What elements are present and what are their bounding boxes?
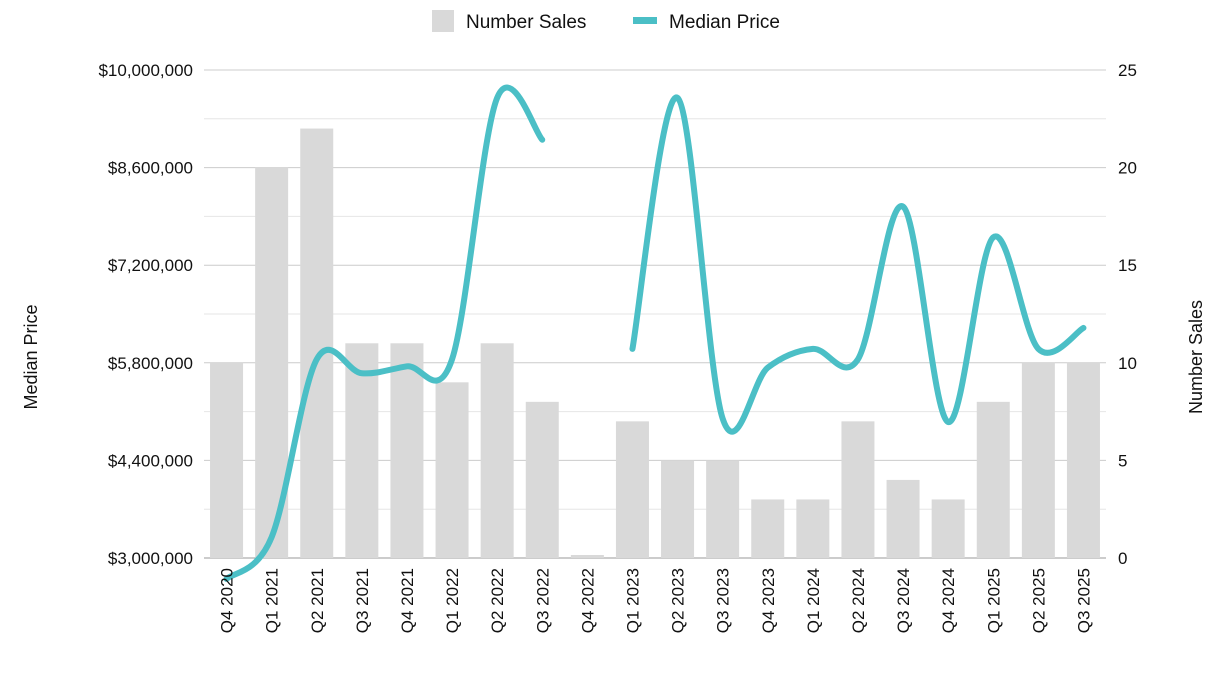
bar-q4-2023 [751,499,785,558]
x-tick-label: Q2 2022 [488,568,507,633]
bar-q3-2024 [886,479,920,558]
line-series-median-price [223,84,1087,582]
bar-q1-2025 [976,401,1010,558]
left-tick-label: $7,200,000 [108,256,193,275]
x-tick-label: Q2 2024 [849,568,868,633]
median-price-line-segment-2 [629,94,1087,435]
left-tick-label: $8,600,000 [108,159,193,178]
bar-q3-2023 [706,460,740,558]
x-tick-label: Q1 2023 [623,568,642,633]
bar-q4-2024 [931,499,965,558]
legend-swatch-number-sales [432,10,454,32]
bar-q1-2024 [796,499,830,558]
x-tick-label: Q1 2021 [263,568,282,633]
x-tick-label: Q1 2024 [804,568,823,633]
bar-q3-2021 [345,343,379,558]
bar-q1-2022 [435,382,469,558]
x-tick-label: Q2 2023 [669,568,688,633]
x-tick-label: Q2 2025 [1029,568,1048,633]
right-tick-label: 0 [1118,549,1127,568]
bar-q4-2021 [390,343,424,558]
right-tick-label: 5 [1118,451,1127,470]
legend-label-median-price: Median Price [669,12,780,33]
right-tick-label: 10 [1118,354,1137,373]
right-tick-label: 20 [1118,159,1137,178]
bar-series-number-sales [210,128,1100,558]
x-tick-label: Q4 2020 [218,568,237,633]
x-tick-label: Q3 2021 [353,568,372,633]
right-axis-title: Number Sales [1186,300,1206,414]
x-tick-label: Q1 2022 [443,568,462,633]
right-tick-label: 25 [1118,61,1137,80]
left-tick-label: $4,400,000 [108,451,193,470]
x-axis-tick-labels: Q4 2020 Q1 2021 Q2 2021 Q3 2021 Q4 2021 Q1 20… [218,568,1094,633]
bar-q2-2022 [480,343,514,558]
median-price-line-segment-1 [223,84,546,582]
right-axis-tick-labels: 0 5 10 15 20 25 [1118,61,1137,568]
right-tick-label: 15 [1118,256,1137,275]
x-tick-label: Q3 2022 [533,568,552,633]
bar-q3-2025 [1066,362,1100,558]
legend: Number Sales Median Price [432,10,780,33]
x-tick-label: Q3 2024 [894,568,913,633]
left-tick-label: $3,000,000 [108,549,193,568]
bar-q4-2022 [570,555,604,558]
left-tick-label: $5,800,000 [108,354,193,373]
legend-swatch-median-price [633,17,657,24]
x-tick-label: Q1 2025 [984,568,1003,633]
x-tick-label: Q4 2022 [578,568,597,633]
left-axis-title: Median Price [21,304,41,409]
x-tick-label: Q4 2021 [398,568,417,633]
bar-q2-2021 [300,128,334,558]
bar-q1-2023 [615,421,649,558]
x-tick-label: Q4 2024 [939,568,958,633]
x-tick-label: Q4 2023 [759,568,778,633]
x-tick-label: Q3 2025 [1074,568,1093,633]
legend-label-number-sales: Number Sales [466,12,586,33]
bar-q2-2023 [661,460,695,558]
bar-q2-2024 [841,421,875,558]
left-axis-tick-labels: $3,000,000 $4,400,000 $5,800,000 $7,200,000… [98,61,193,568]
x-tick-label: Q3 2023 [714,568,733,633]
gridlines [204,69,1106,559]
left-tick-label: $10,000,000 [98,61,193,80]
bar-q2-2025 [1021,362,1055,558]
x-tick-label: Q2 2021 [308,568,327,633]
bar-q3-2022 [525,401,559,558]
bar-q4-2020 [210,362,244,558]
